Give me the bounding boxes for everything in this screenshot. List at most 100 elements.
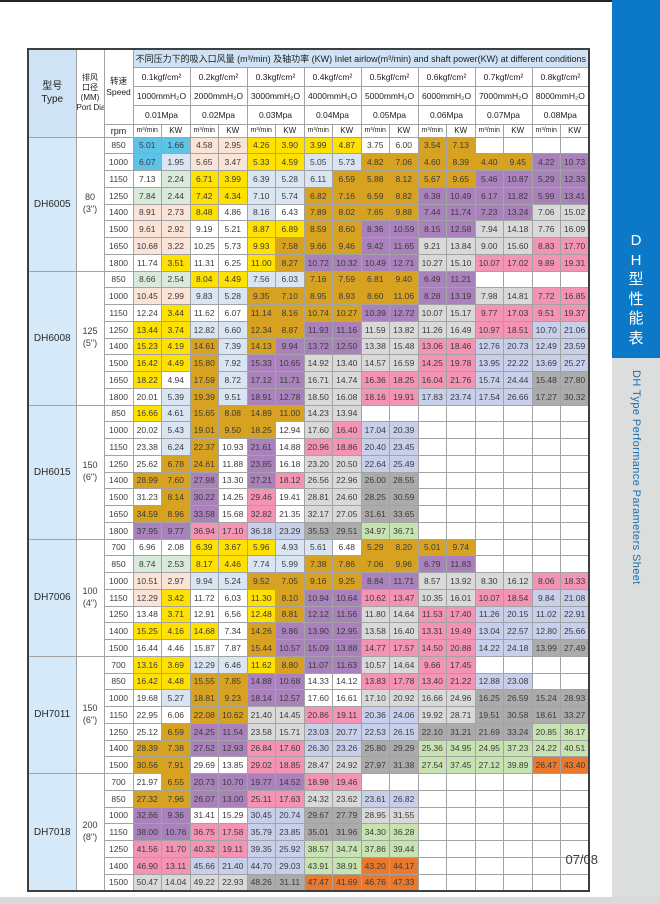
value-cell: 6.03 <box>218 588 248 607</box>
value-cell: 8.96 <box>161 505 191 523</box>
banner-zh-char: H <box>630 251 642 269</box>
value-cell: 3.75 <box>360 136 390 155</box>
value-cell: 23.38 <box>132 438 162 456</box>
header-mpa: 0.03Mpa <box>246 104 305 125</box>
value-cell: 30.59 <box>389 488 419 506</box>
value-cell: 22.57 <box>503 622 533 640</box>
value-cell: 6.03 <box>275 270 305 289</box>
value-cell: 6.17 <box>474 186 504 205</box>
value-cell: 14.68 <box>189 622 219 640</box>
speed-cell: 1800 <box>103 253 134 272</box>
value-cell: 8.15 <box>417 220 447 238</box>
value-cell: 27.52 <box>189 739 219 758</box>
value-cell: 2.54 <box>161 270 191 289</box>
value-cell: 23.74 <box>446 387 476 406</box>
value-cell: 19.46 <box>332 773 362 791</box>
value-cell: 5.05 <box>303 153 333 171</box>
value-cell: 28.39 <box>132 739 162 758</box>
speed-cell: 1150 <box>103 588 134 607</box>
value-cell: 7.13 <box>132 170 162 188</box>
value-cell: 13.58 <box>360 622 390 640</box>
value-cell: 28.55 <box>389 471 419 490</box>
value-cell: 4.22 <box>531 153 561 171</box>
value-cell: 8.10 <box>275 588 305 607</box>
value-cell: 12.29 <box>189 655 219 674</box>
header-unit-flow: m³/min <box>360 123 390 138</box>
table-row: 1800 11.74 3.51 11.31 6.25 11.00 8.27 10.72 10.3… <box>28 253 590 272</box>
value-cell: 49.22 <box>189 873 219 892</box>
model-cell: DH6005 <box>27 136 77 272</box>
value-cell: 10.07 <box>474 253 504 272</box>
value-cell: 3.42 <box>161 588 191 607</box>
value-cell: 27.05 <box>332 505 362 523</box>
table-row: 1150 12.29 3.42 11.72 6.03 11.30 8.10 10.94 10.6… <box>28 588 590 607</box>
value-cell <box>417 840 447 858</box>
value-cell: 8.87 <box>275 320 305 339</box>
value-cell: 8.91 <box>132 203 162 222</box>
value-cell: 18.86 <box>332 438 362 456</box>
value-cell: 6.71 <box>189 170 219 188</box>
value-cell: 15.65 <box>189 404 219 423</box>
value-cell: 9.40 <box>389 270 419 289</box>
value-cell: 4.93 <box>275 538 305 557</box>
value-cell: 11.00 <box>246 253 276 272</box>
value-cell: 7.39 <box>218 337 248 356</box>
value-cell: 7.59 <box>332 270 362 289</box>
value-cell: 21.08 <box>560 588 590 607</box>
value-cell: 7.10 <box>246 186 276 205</box>
table-row: 1800 37.95 9.77 36.94 17.10 36.18 23.29 35.53 29… <box>28 521 590 540</box>
value-cell: 45.66 <box>189 856 219 875</box>
value-cell <box>417 856 447 875</box>
header-unit-power: KW <box>389 123 419 138</box>
header-unit-flow: m³/min <box>474 123 504 138</box>
value-cell: 24.96 <box>446 689 476 707</box>
value-cell: 28.25 <box>360 488 390 506</box>
value-cell: 15.23 <box>132 337 162 356</box>
value-cell: 21.22 <box>446 672 476 691</box>
value-cell <box>503 655 533 674</box>
value-cell: 6.00 <box>389 136 419 155</box>
value-cell: 8.72 <box>218 371 248 389</box>
value-cell: 33.65 <box>389 505 419 523</box>
header-mmh2o: 5000mmH₂O <box>360 85 419 106</box>
value-cell: 24.60 <box>332 488 362 506</box>
value-cell <box>531 438 561 456</box>
header-pressure: 0.3kgf/cm² <box>246 66 305 87</box>
value-cell <box>474 655 504 674</box>
value-cell: 35.01 <box>303 823 333 841</box>
table-row: 1800 20.01 5.39 19.39 9.51 18.91 12.78 18.50 16.… <box>28 387 590 406</box>
value-cell: 7.84 <box>132 186 162 205</box>
speed-cell: 1250 <box>103 840 134 858</box>
value-cell: 24.61 <box>189 454 219 473</box>
value-cell: 23.85 <box>275 823 305 841</box>
value-cell: 16.85 <box>560 287 590 305</box>
value-cell: 2.99 <box>161 287 191 305</box>
value-cell: 21.40 <box>246 706 276 724</box>
value-cell: 17.83 <box>417 387 447 406</box>
table-row: 850 16.42 4.48 15.55 7.85 14.88 10.68 14.33 14.1… <box>28 672 590 691</box>
value-cell: 3.67 <box>218 538 248 557</box>
value-cell: 7.34 <box>218 622 248 640</box>
value-cell: 13.19 <box>446 287 476 305</box>
value-cell: 21.61 <box>246 438 276 456</box>
value-cell: 5.99 <box>275 555 305 573</box>
value-cell: 22.08 <box>189 706 219 724</box>
value-cell: 10.62 <box>360 588 390 607</box>
value-cell: 5.96 <box>246 538 276 557</box>
value-cell: 16.40 <box>332 421 362 439</box>
value-cell <box>417 404 447 423</box>
speed-cell: 1000 <box>103 689 134 707</box>
value-cell: 16.42 <box>132 672 162 691</box>
value-cell: 7.74 <box>246 555 276 573</box>
value-cell: 11.53 <box>417 605 447 624</box>
value-cell: 7.86 <box>332 555 362 573</box>
page-bottom-margin <box>0 897 660 904</box>
value-cell: 23.26 <box>332 739 362 758</box>
value-cell: 5.43 <box>161 421 191 439</box>
speed-cell: 1800 <box>103 521 134 540</box>
speed-cell: 1500 <box>103 639 134 657</box>
value-cell: 18.98 <box>303 773 333 791</box>
value-cell: 5.29 <box>531 170 561 188</box>
value-cell: 23.59 <box>560 337 590 356</box>
